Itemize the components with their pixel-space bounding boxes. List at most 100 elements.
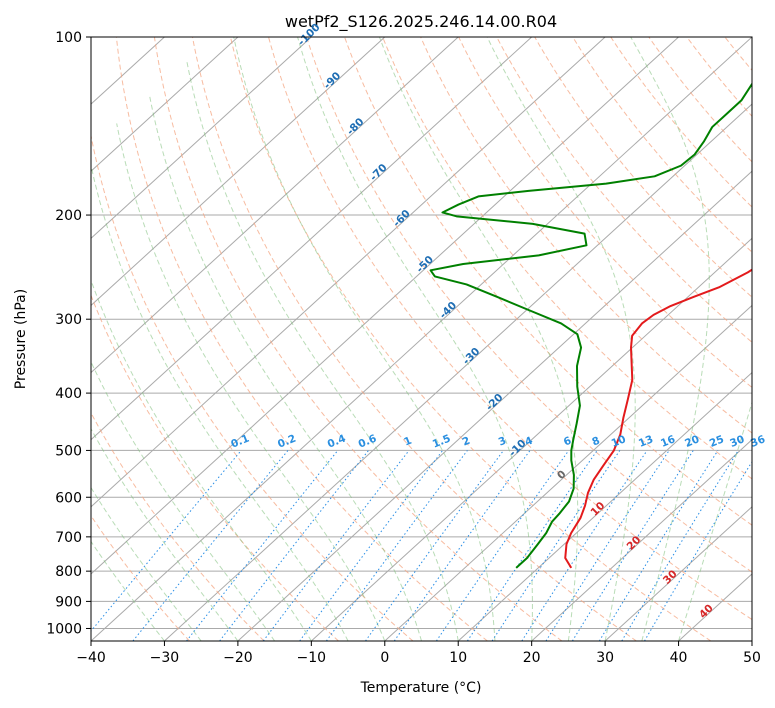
x-tick-label: 50 <box>743 650 761 666</box>
dry-adiabat-line <box>534 37 752 298</box>
mixing-ratio-label: 36 <box>749 433 767 450</box>
mixing-ratio-label: 0.1 <box>229 433 251 451</box>
dry-adiabat-line <box>572 37 752 253</box>
mixing-ratio-line <box>521 450 648 641</box>
dry-adiabat-line <box>191 37 637 641</box>
dry-adiabat-line <box>686 37 752 118</box>
y-tick-label: 600 <box>55 490 82 506</box>
sounding-series <box>429 82 752 569</box>
dry-adiabat-label: -90 <box>321 70 343 92</box>
mixing-ratio-label: 0.2 <box>276 433 298 451</box>
moist-adiabat-line <box>378 37 579 641</box>
x-axis-ticks: −40 −30 −20 −10 0 10 20 30 40 50 <box>76 641 761 666</box>
dry-adiabat-line <box>115 37 488 641</box>
plot-frame <box>90 36 753 642</box>
mixing-ratio-label: 25 <box>708 433 726 450</box>
isotherm-line <box>91 37 533 441</box>
moist-adiabat-label: 40 <box>697 602 716 621</box>
moist-adiabat-line <box>233 37 496 641</box>
mixing-ratio-line <box>393 450 531 641</box>
moist-adiabat-line <box>630 37 710 641</box>
mixing-ratio-label: 2 <box>461 435 472 449</box>
mixing-ratio-label: 1 <box>402 435 413 449</box>
y-tick-label: 700 <box>55 530 82 546</box>
moist-adiabat-line <box>91 540 165 641</box>
mixing-ratio-label: 10 <box>610 433 628 450</box>
dry-adiabat-line <box>344 37 752 526</box>
mixing-ratio-label: 30 <box>728 433 746 450</box>
dry-adiabat-line <box>230 37 712 641</box>
isotherm-line <box>604 506 752 641</box>
mixing-ratio-label: 0.4 <box>326 433 348 451</box>
moist-adiabat-line <box>678 400 752 641</box>
x-tick-label: 0 <box>380 650 389 666</box>
x-tick-label: −10 <box>297 650 327 666</box>
y-tick-label: 1000 <box>46 621 82 637</box>
isotherm-line <box>751 640 752 641</box>
x-tick-label: −30 <box>150 650 180 666</box>
mixing-ratio-label: 4 <box>523 435 534 449</box>
isotherm-line <box>91 37 459 374</box>
background-lines <box>91 37 775 641</box>
x-tick-label: 20 <box>523 650 541 666</box>
mixing-ratio-label: 13 <box>637 433 655 450</box>
temperature-line <box>564 268 752 569</box>
mixing-ratio-line <box>621 450 739 641</box>
mixing-ratio-line <box>91 450 242 632</box>
mixing-ratio-line <box>186 450 339 641</box>
x-axis-label: Temperature (°C) <box>360 680 482 696</box>
dry-adiabat-label: -20 <box>484 391 506 413</box>
y-tick-label: 200 <box>55 208 82 224</box>
dry-adiabat-line <box>763 37 775 641</box>
isotherm-line <box>531 438 752 641</box>
dry-adiabat-line <box>724 37 752 72</box>
dry-adiabat-label: -60 <box>391 208 413 230</box>
mixing-ratio-line <box>466 450 598 641</box>
dry-adiabat-label: -80 <box>345 116 367 138</box>
dry-adiabat-line <box>420 37 752 434</box>
x-tick-label: −20 <box>223 650 253 666</box>
dry-adiabat-line <box>91 514 190 641</box>
dry-adiabat-line <box>458 37 752 389</box>
dry-adiabat-line <box>306 37 752 573</box>
isotherm-line <box>91 37 606 508</box>
mixing-ratio-line <box>598 450 719 641</box>
moist-adiabat-label: 10 <box>589 500 608 519</box>
mixing-ratio-label: 20 <box>683 433 701 450</box>
isotherm-line <box>237 170 752 641</box>
dewpoint-line <box>429 82 752 569</box>
dry-adiabat-label: -30 <box>461 345 483 367</box>
mixing-ratio-label: 8 <box>590 435 601 449</box>
moist-adiabat-line <box>486 37 636 641</box>
mixing-ratio-line <box>325 450 468 641</box>
moist-adiabat-line <box>91 486 202 641</box>
mixing-ratio-label: 16 <box>659 433 677 450</box>
moist-adiabat-label: 0 <box>555 468 569 482</box>
y-tick-label: 300 <box>55 312 82 328</box>
y-axis-label: Pressure (hPa) <box>13 289 29 389</box>
x-tick-label: −40 <box>76 650 106 666</box>
isotherm-line <box>91 37 679 575</box>
moist-adiabat-line <box>116 123 386 641</box>
y-axis-ticks: 100 200 300 400 500 600 700 800 900 1000 <box>46 30 91 637</box>
mixing-ratio-line <box>545 450 670 641</box>
mixing-ratio-label: 6 <box>562 435 573 449</box>
moist-adiabat-line <box>297 37 533 641</box>
dry-adiabat-label: -70 <box>368 162 390 184</box>
isotherm-line <box>384 304 752 641</box>
dry-adiabat-line <box>496 37 752 343</box>
y-tick-label: 900 <box>55 594 82 610</box>
x-tick-label: 30 <box>596 650 614 666</box>
chart-title: wetPf2_S126.2025.246.14.00.R04 <box>285 12 557 32</box>
moist-adiabat-line <box>91 278 312 641</box>
mixing-ratio-line <box>219 450 369 641</box>
moist-adiabat-line <box>91 163 349 641</box>
y-tick-label: 400 <box>55 386 82 402</box>
mixing-ratio-line <box>299 450 444 641</box>
dry-adiabat-label: -40 <box>437 300 459 322</box>
isotherm-line <box>91 37 386 307</box>
mixing-ratio-label: 3 <box>497 435 508 449</box>
mixing-ratio-line <box>491 450 621 641</box>
mixing-ratio-line <box>132 450 289 641</box>
